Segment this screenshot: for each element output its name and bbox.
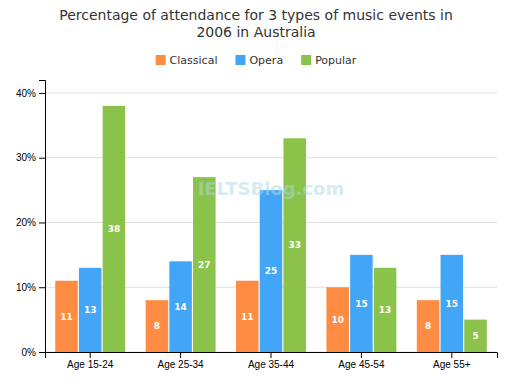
bar (55, 281, 78, 352)
data-label: 8 (154, 321, 160, 331)
bar (464, 320, 487, 352)
legend-label: Classical (170, 54, 218, 67)
data-labels: 11 8 11 10 8 13 14 25 15 15 38 27 33 13 5 (60, 224, 478, 341)
bar (79, 268, 102, 352)
data-label: 11 (60, 312, 73, 322)
bar (417, 300, 440, 352)
tick: Age 55+ (433, 352, 471, 370)
tick-mark (39, 158, 45, 159)
tick-mark (39, 93, 45, 94)
data-label: 27 (198, 260, 211, 270)
watermark: IELTSBlog.com (198, 178, 345, 199)
tick-label: 0% (22, 347, 37, 358)
bar (326, 287, 349, 352)
tick-label: Age 25-34 (158, 359, 205, 370)
data-label: 10 (331, 315, 344, 325)
bar (103, 106, 126, 352)
bar (283, 138, 306, 352)
data-label: 13 (379, 305, 392, 315)
data-label: 11 (241, 312, 254, 322)
legend-swatch (301, 55, 311, 65)
tick-label: 10% (16, 282, 36, 293)
tick: 0% (22, 347, 45, 358)
tick-label: 40% (16, 88, 36, 99)
legend-label: Popular (315, 54, 357, 67)
title: Percentage of attendance for 3 types of … (59, 7, 453, 40)
data-label: 33 (288, 240, 301, 250)
tick-mark (180, 352, 181, 358)
plot: 11 8 11 10 8 13 14 25 15 15 38 27 33 13 5 0% 10% 20% 30% 40… (16, 81, 498, 371)
legend-label: Opera (249, 54, 283, 67)
series (79, 190, 463, 352)
data-label: 25 (265, 266, 278, 276)
legend-item: Opera (235, 54, 283, 67)
bar (260, 190, 283, 352)
tick-mark (451, 352, 452, 358)
data-label: 14 (174, 302, 187, 312)
bar (350, 255, 373, 352)
legend-item: Classical (156, 54, 218, 67)
tick-mark (39, 222, 45, 223)
tick-label: Age 35-44 (248, 359, 295, 370)
data-label: 13 (84, 305, 97, 315)
x-axis: Age 15-24 Age 25-34 Age 35-44 Age 45-54 Age … (46, 352, 498, 370)
tick: Age 25-34 (158, 352, 205, 370)
data-label: 15 (355, 299, 368, 309)
data-label: 38 (108, 224, 121, 234)
tick-label: 20% (16, 217, 36, 228)
legend-swatch (156, 55, 166, 65)
series (103, 106, 487, 352)
data-label: 8 (425, 321, 431, 331)
tick: 40% (16, 88, 45, 99)
bars (55, 106, 487, 352)
tick: 10% (16, 282, 45, 293)
tick-mark (90, 352, 91, 358)
legend: Classical Opera Popular (156, 54, 357, 67)
tick: Age 15-24 (67, 352, 114, 370)
tick-label: Age 45-54 (338, 359, 385, 370)
tick-label: Age 15-24 (67, 359, 114, 370)
tick: 30% (16, 152, 45, 163)
bar (236, 281, 259, 352)
y-axis: 0% 10% 20% 30% 40% (16, 81, 46, 358)
tick-label: 30% (16, 152, 36, 163)
legend-item: Popular (301, 54, 357, 67)
tick-mark (39, 352, 45, 353)
tick: 20% (16, 217, 45, 228)
tick-mark (39, 287, 45, 288)
tick-label: Age 55+ (433, 359, 471, 370)
grid-line (45, 92, 497, 93)
tick: Age 45-54 (338, 352, 385, 370)
bar (146, 300, 169, 352)
bar (169, 261, 192, 352)
bar (441, 255, 464, 352)
tick: Age 35-44 (248, 352, 295, 370)
tick-mark (271, 352, 272, 358)
bar (374, 268, 397, 352)
data-label: 5 (472, 331, 478, 341)
tick-mark (361, 352, 362, 358)
grid (45, 93, 497, 352)
axis-line (39, 81, 46, 353)
axis-line (46, 353, 498, 359)
bar (193, 177, 216, 352)
data-label: 15 (446, 299, 459, 309)
legend-swatch (235, 55, 245, 65)
chart: Percentage of attendance for 3 types of … (0, 0, 512, 384)
